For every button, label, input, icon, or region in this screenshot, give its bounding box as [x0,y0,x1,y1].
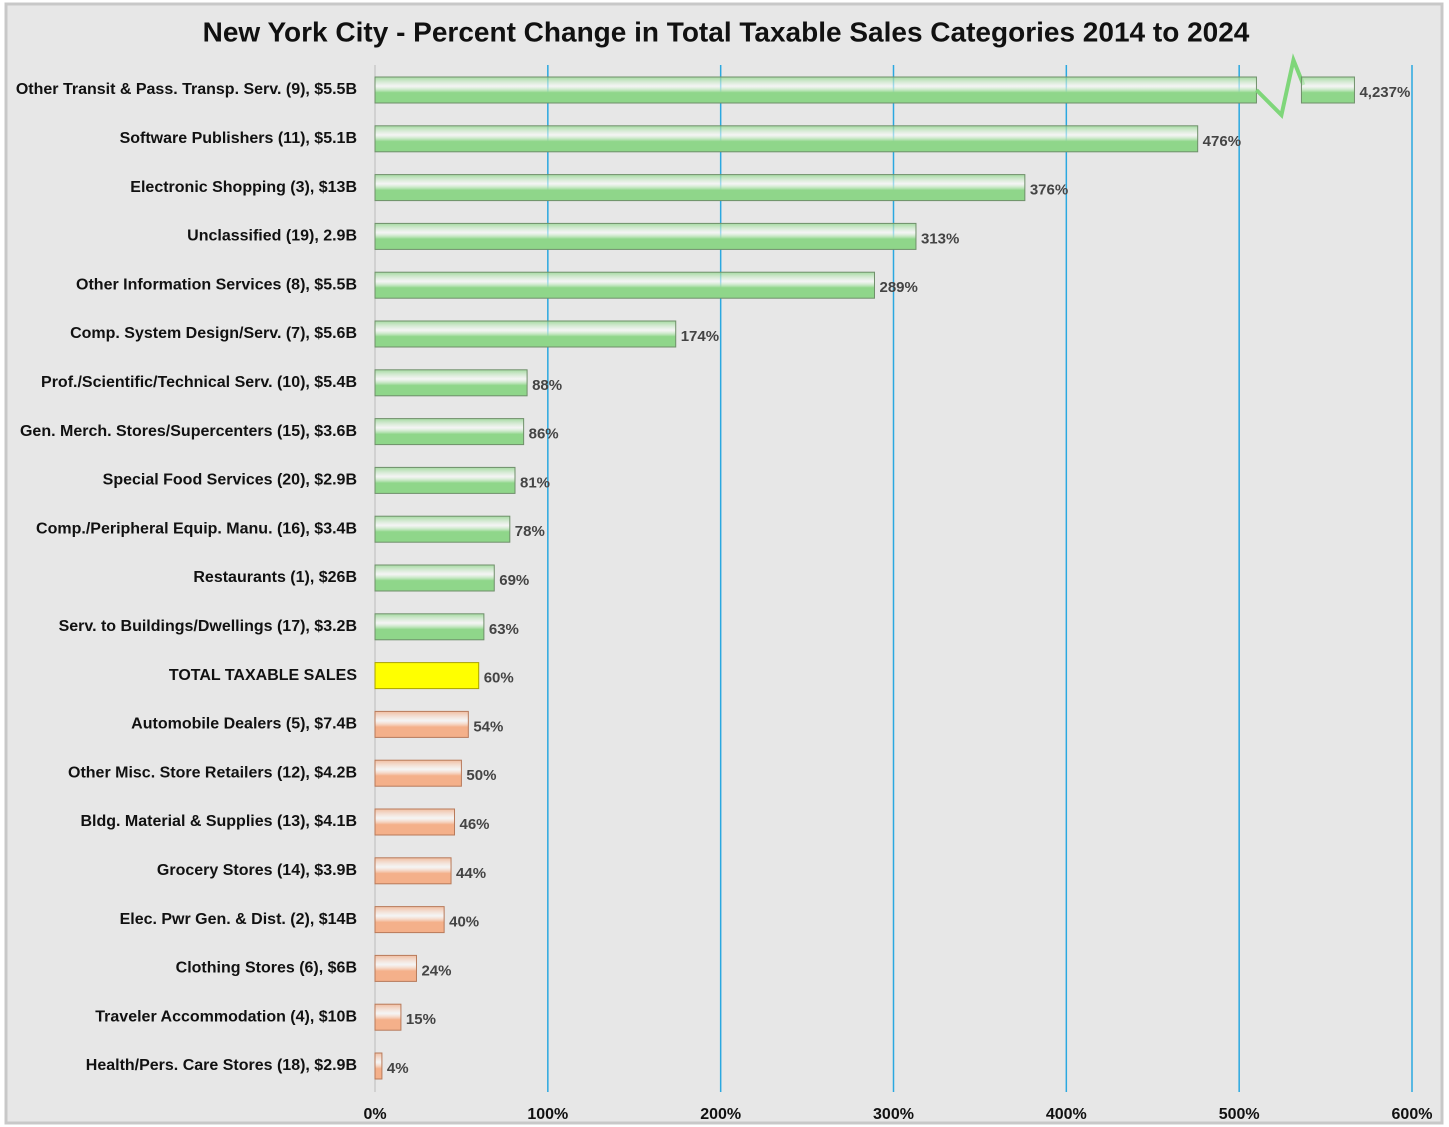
category-label: Special Food Services (20), $2.9B [103,472,357,489]
category-label: Traveler Accommodation (4), $10B [95,1008,357,1025]
category-label: Restaurants (1), $26B [193,569,357,586]
bar [1300,76,1355,104]
bar [374,271,875,299]
value-label: 376% [1030,182,1068,199]
category-label: Elec. Pwr Gen. & Dist. (2), $14B [120,911,357,928]
bar [374,320,677,348]
bar [374,1003,402,1031]
value-label: 15% [406,1011,436,1028]
value-label: 24% [421,962,451,979]
bar [374,906,445,934]
bar [374,662,480,690]
category-label: Software Publishers (11), $5.1B [120,130,357,147]
value-label: 46% [460,816,490,833]
x-tick-label: 100% [527,1106,568,1123]
category-label: Prof./Scientific/Technical Serv. (10), $… [41,374,357,391]
category-label: Comp./Peripheral Equip. Manu. (16), $3.4… [36,520,357,537]
value-label: 289% [879,279,917,296]
value-label: 86% [529,426,559,443]
bar [374,759,462,787]
bar [374,710,469,738]
value-label: 81% [520,474,550,491]
bar [374,125,1199,153]
category-label: Other Misc. Store Retailers (12), $4.2B [68,764,357,781]
bar [374,369,528,397]
category-label: TOTAL TAXABLE SALES [169,667,357,684]
bar [374,466,516,494]
x-tick-label: 200% [700,1106,741,1123]
bar [374,613,485,641]
x-tick-label: 300% [873,1106,914,1123]
bar [374,808,456,836]
value-label: 476% [1203,133,1241,150]
chart-background [4,2,1444,1125]
bar [374,174,1026,202]
value-label: 313% [921,230,959,247]
chart-title: New York City - Percent Change in Total … [203,16,1250,47]
bar [374,515,511,543]
value-label: 44% [456,865,486,882]
bar [374,222,917,250]
value-label: 174% [681,328,719,345]
category-label: Bldg. Material & Supplies (13), $4.1B [80,813,357,830]
category-label: Other Information Services (8), $5.5B [76,276,357,293]
bar [374,857,452,885]
value-label: 69% [499,572,529,589]
bars: 4,237% 476% 376% 313% 289% 174% 88% 86% 81% 78% 69… [374,53,1410,1080]
value-label: 88% [532,377,562,394]
category-label: Clothing Stores (6), $6B [176,960,357,977]
axis-break [1255,53,1306,120]
category-label: Unclassified (19), 2.9B [187,228,357,245]
category-label: Other Transit & Pass. Transp. Serv. (9),… [16,81,357,98]
x-tick-label: 0% [363,1106,386,1123]
bar [374,76,1257,104]
category-label: Serv. to Buildings/Dwellings (17), $3.2B [59,618,357,635]
category-label: Grocery Stores (14), $3.9B [157,862,357,879]
category-label: Comp. System Design/Serv. (7), $5.6B [70,325,357,342]
category-label: Electronic Shopping (3), $13B [130,179,357,196]
value-label: 4% [387,1060,409,1077]
category-label: Gen. Merch. Stores/Supercenters (15), $3… [20,423,357,440]
value-label: 4,237% [1359,84,1410,101]
x-tick-label: 400% [1046,1106,1087,1123]
value-label: 63% [489,621,519,638]
value-label: 54% [473,718,503,735]
value-label: 50% [466,767,496,784]
value-label: 60% [484,670,514,687]
bar [374,1052,383,1080]
value-label: 78% [515,523,545,540]
bar [374,954,417,982]
bar [374,564,495,592]
category-label: Health/Pers. Care Stores (18), $2.9B [86,1057,357,1074]
x-tick-label: 600% [1392,1106,1433,1123]
x-tick-label: 500% [1219,1106,1260,1123]
value-label: 40% [449,914,479,931]
bar [374,418,525,446]
category-label: Automobile Dealers (5), $7.4B [131,716,357,733]
